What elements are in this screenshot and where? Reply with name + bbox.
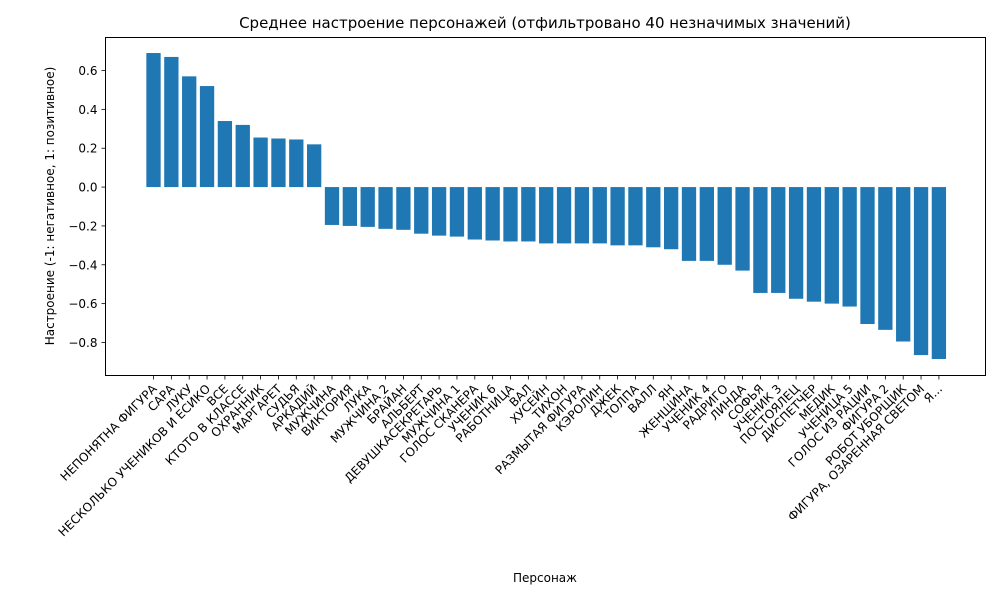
bar <box>271 138 286 188</box>
bar <box>396 187 411 230</box>
bar <box>199 86 215 188</box>
y-axis-title: Настроение (-1: негативное, 1: позитивно… <box>43 67 57 346</box>
bar <box>360 187 375 227</box>
bar <box>824 187 839 304</box>
bar <box>342 187 357 226</box>
y-tick-label: 0.2 <box>78 142 97 156</box>
y-tick-label: 0.6 <box>78 64 97 78</box>
bar <box>771 187 786 293</box>
bar <box>431 187 447 236</box>
bar <box>289 139 304 188</box>
bar <box>378 187 393 229</box>
bars-group <box>146 53 947 359</box>
chart-title: Среднее настроение персонажей (отфильтро… <box>239 14 851 32</box>
bar <box>610 187 625 246</box>
y-axis: −0.8 −0.6 −0.4 −0.2 0.0 0.2 0.4 0.6 <box>68 64 106 350</box>
bar <box>414 187 429 234</box>
bar <box>324 187 340 225</box>
y-tick-label: −0.6 <box>68 297 97 311</box>
bar <box>931 187 947 359</box>
bar <box>592 187 607 244</box>
bar <box>574 187 590 244</box>
bar <box>164 56 179 188</box>
bar <box>521 187 536 242</box>
bar <box>664 187 679 250</box>
bar <box>182 76 197 188</box>
bar <box>717 187 732 265</box>
bar <box>913 187 929 356</box>
bar <box>253 137 268 188</box>
bar <box>539 187 554 244</box>
bar <box>735 187 750 271</box>
bar <box>485 187 500 241</box>
bar <box>556 187 572 244</box>
y-tick-label: −0.4 <box>68 258 97 272</box>
bar <box>235 124 250 188</box>
plot-frame <box>105 37 986 376</box>
bar <box>878 187 893 330</box>
bar <box>896 187 911 342</box>
bar <box>217 121 233 188</box>
bar <box>449 187 465 237</box>
x-axis-title: Персонаж <box>513 571 577 585</box>
y-tick-label: −0.8 <box>68 336 97 350</box>
bar <box>806 187 822 302</box>
bar <box>307 144 322 188</box>
bar <box>753 187 768 293</box>
bar <box>860 187 875 325</box>
bar <box>788 187 804 299</box>
bar <box>628 187 643 246</box>
y-tick-label: −0.2 <box>68 219 97 233</box>
bar <box>699 187 714 261</box>
bar <box>503 187 518 242</box>
bar <box>842 187 857 307</box>
bar <box>146 53 161 188</box>
bar <box>681 187 697 261</box>
bar <box>646 187 661 248</box>
y-tick-label: 0.0 <box>78 181 97 195</box>
y-tick-label: 0.4 <box>78 103 97 117</box>
bar <box>467 187 482 240</box>
